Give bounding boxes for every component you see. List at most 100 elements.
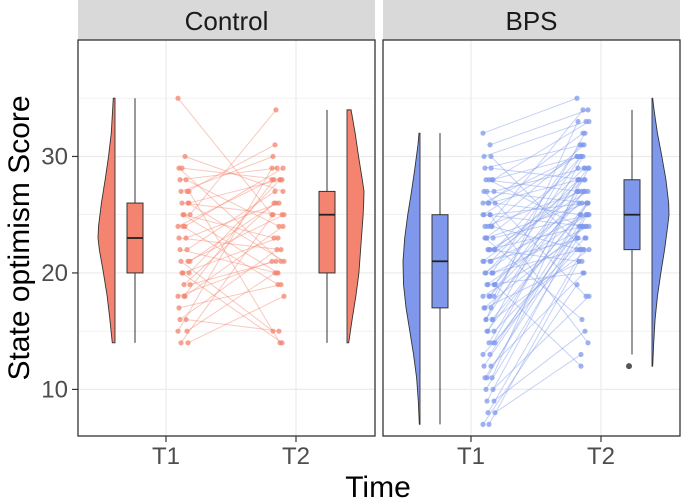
t2-point	[275, 281, 281, 288]
t2-point	[584, 212, 590, 218]
t1-point	[181, 293, 187, 299]
t1-point	[490, 235, 496, 241]
paired-lines-bps	[482, 97, 590, 425]
t2-point	[269, 258, 275, 264]
t1-point	[482, 235, 488, 241]
t1-point	[491, 328, 497, 334]
paired-line	[189, 260, 277, 286]
paired-line	[489, 109, 589, 146]
paired-line	[484, 190, 583, 227]
t1-point	[185, 340, 191, 346]
paired-line	[188, 191, 281, 344]
paired-line	[493, 191, 586, 285]
t1-point	[184, 247, 190, 253]
t2-point	[585, 188, 591, 195]
panel-control: Control	[77, 0, 376, 437]
t1-point	[492, 410, 498, 416]
paired-line	[493, 167, 586, 192]
t1-point	[481, 153, 487, 160]
paired-line	[491, 214, 581, 320]
t1-point	[186, 200, 192, 206]
strip-control	[78, 0, 375, 40]
t2-point	[580, 153, 586, 160]
t1-point	[489, 223, 495, 229]
paired-line	[180, 156, 274, 192]
t2-point	[579, 316, 585, 323]
t2-point	[270, 328, 276, 334]
paired-line	[485, 179, 579, 274]
t1-point	[492, 247, 498, 253]
paired-line	[487, 109, 584, 227]
panel-bps: BPS	[382, 0, 681, 437]
t1-point	[492, 281, 498, 288]
paired-line	[180, 260, 274, 332]
strip-bps	[383, 0, 680, 40]
t2-point	[575, 235, 581, 241]
t1-point	[485, 410, 491, 416]
paired-line	[184, 155, 284, 192]
t2-point	[271, 235, 277, 241]
t1-point	[487, 351, 493, 358]
paired-line	[486, 202, 588, 239]
t2-point	[583, 223, 589, 229]
t1-point	[480, 421, 486, 427]
paired-line	[494, 202, 582, 216]
t1-point	[487, 247, 493, 253]
t1-point	[490, 316, 496, 323]
t1-point	[186, 188, 192, 195]
paired-line	[486, 214, 588, 402]
t1-point	[491, 398, 497, 404]
paired-line	[484, 237, 583, 320]
paired-line	[482, 249, 578, 355]
t2-point	[576, 223, 582, 229]
paired-line	[492, 214, 590, 239]
t2-point	[273, 258, 279, 264]
paired-line	[486, 202, 588, 379]
t1-point	[481, 258, 487, 264]
t2-point	[574, 153, 580, 160]
paired-line	[490, 272, 585, 367]
paired-line	[489, 190, 589, 251]
t1-point	[492, 200, 498, 206]
t2-box	[318, 190, 336, 274]
t2-point	[581, 270, 587, 276]
t2-point	[577, 142, 583, 148]
paired-line	[186, 144, 276, 192]
paired-line	[491, 225, 581, 251]
t2-point	[574, 95, 580, 101]
paired-line	[486, 190, 588, 204]
paired-line	[179, 249, 278, 320]
strip-label-control: Control	[185, 6, 269, 36]
paired-line	[181, 272, 283, 344]
t1-point	[184, 328, 190, 334]
paired-line	[490, 167, 585, 262]
t2-point	[581, 165, 587, 171]
t1-point	[178, 340, 184, 346]
t2-point	[583, 293, 589, 299]
paired-line	[179, 249, 278, 274]
t1-point	[486, 177, 492, 183]
paired-line	[483, 191, 587, 297]
paired-line	[183, 214, 275, 239]
paired-line	[485, 167, 579, 239]
t2-point	[575, 165, 581, 171]
t1-point	[482, 165, 488, 171]
paired-line	[482, 191, 578, 262]
paired-line	[488, 179, 580, 227]
panel-border-bps	[382, 39, 681, 437]
t1-point	[177, 316, 183, 323]
paired-line	[488, 179, 580, 204]
panel-border-control	[77, 39, 376, 437]
paired-line	[493, 179, 586, 251]
paired-line	[482, 237, 578, 297]
paired-line	[488, 249, 580, 262]
t1-point	[480, 351, 486, 358]
paired-line	[187, 214, 285, 262]
t2-point	[585, 340, 591, 346]
t1-point	[480, 200, 486, 206]
t2-point	[582, 130, 588, 136]
paired-line	[487, 272, 584, 286]
points-bps	[480, 95, 592, 427]
paired-line	[185, 202, 280, 239]
